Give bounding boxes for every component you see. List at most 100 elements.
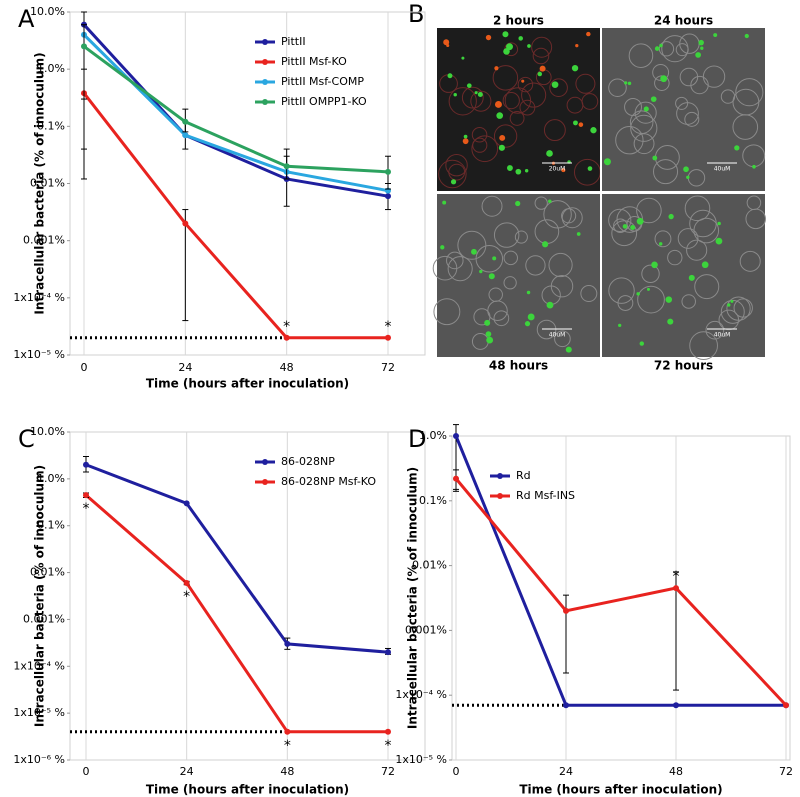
- bacteria: [686, 175, 690, 179]
- bacteria: [486, 336, 494, 344]
- cell: [457, 230, 487, 260]
- plot-area: [69, 11, 426, 356]
- series-line: [85, 493, 388, 734]
- point: [81, 43, 87, 50]
- y-tick-label: 1x10⁻⁴ %: [395, 688, 447, 701]
- legend-label: PittII OMPP1-KO: [281, 95, 367, 108]
- cell: [525, 255, 546, 276]
- bacteria: [636, 217, 644, 225]
- cell: [684, 111, 700, 127]
- bacteria: [651, 261, 658, 269]
- scale-bar-label: 40uM: [549, 332, 566, 339]
- x-tick-label: 0: [83, 765, 90, 778]
- cell: [514, 230, 528, 244]
- point: [673, 702, 679, 709]
- bacteria: [698, 39, 704, 46]
- cell: [448, 87, 477, 116]
- legend-marker: [262, 459, 268, 465]
- bacteria: [524, 321, 531, 327]
- bacteria: [492, 256, 497, 261]
- x-tick-label: 72: [381, 765, 395, 778]
- point: [783, 702, 789, 709]
- cell: [611, 220, 638, 247]
- cell: [532, 47, 550, 65]
- significance-marker: *: [183, 589, 190, 605]
- point: [182, 220, 189, 227]
- cell: [561, 208, 577, 224]
- image-title: 24 hours: [654, 14, 713, 28]
- cell: [445, 153, 468, 177]
- bacteria: [688, 274, 695, 281]
- cell: [447, 256, 473, 282]
- legend-label: PittII Msf-KO: [281, 55, 347, 68]
- bacteria: [443, 39, 450, 46]
- bacteria: [485, 34, 492, 41]
- legend-marker: [262, 99, 268, 105]
- scale-bar-label: 20uM: [549, 166, 566, 173]
- cell: [492, 65, 519, 91]
- point: [83, 492, 89, 499]
- bacteria: [442, 200, 447, 205]
- cell: [677, 228, 699, 249]
- bacteria: [652, 155, 658, 161]
- legend-marker: [497, 473, 503, 479]
- x-tick-label: 72: [779, 765, 793, 778]
- bacteria: [537, 71, 543, 77]
- cell: [471, 127, 488, 143]
- significance-marker: *: [673, 569, 680, 585]
- cell: [702, 65, 726, 88]
- legend-label: PittII Msf-COMP: [281, 75, 364, 88]
- bacteria: [498, 144, 505, 151]
- cell: [580, 285, 598, 303]
- y-tick-label: 10.0%: [30, 425, 65, 438]
- point: [385, 649, 391, 656]
- cell: [493, 310, 510, 327]
- bacteria: [539, 65, 546, 72]
- x-axis-title: Time (hours after inoculation): [146, 783, 349, 797]
- bacteria: [646, 287, 650, 291]
- x-axis-title: Time (hours after inoculation): [519, 783, 722, 797]
- bacteria: [730, 299, 734, 303]
- bacteria: [643, 106, 649, 112]
- significance-marker: *: [283, 319, 290, 335]
- y-tick-label: 0.001%: [23, 234, 65, 247]
- cell: [628, 43, 654, 68]
- cell: [433, 298, 461, 326]
- bacteria: [479, 269, 483, 274]
- point: [563, 702, 569, 709]
- bacteria: [485, 331, 492, 337]
- point: [563, 607, 569, 614]
- x-tick-label: 48: [280, 765, 294, 778]
- bacteria: [586, 31, 591, 37]
- significance-marker: *: [385, 319, 392, 335]
- cell: [438, 159, 467, 189]
- bacteria: [587, 166, 593, 171]
- y-tick-label: 1x10⁻⁴ %: [13, 291, 65, 304]
- bacteria: [701, 261, 709, 269]
- bacteria: [496, 112, 504, 119]
- significance-marker: *: [385, 738, 392, 754]
- cell: [690, 75, 709, 95]
- cell: [473, 308, 491, 326]
- bacteria: [447, 73, 453, 79]
- legend-label: Rd Msf-INS: [516, 489, 575, 502]
- bacteria: [565, 346, 572, 353]
- point: [183, 579, 190, 586]
- y-tick-label: 0.1%: [419, 494, 447, 507]
- cell: [503, 250, 518, 266]
- bacteria: [624, 81, 628, 85]
- bacteria: [506, 165, 513, 171]
- bacteria: [667, 318, 674, 325]
- bacteria: [695, 52, 701, 58]
- cell: [608, 78, 627, 97]
- cell: [509, 111, 525, 126]
- point: [182, 118, 189, 125]
- bacteria: [571, 65, 579, 72]
- y-tick-label: 0.01%: [30, 566, 65, 579]
- panel-label: B: [408, 0, 424, 28]
- bacteria: [488, 273, 495, 280]
- x-tick-label: 48: [669, 765, 683, 778]
- bacteria: [668, 213, 674, 220]
- x-tick-label: 24: [178, 361, 192, 374]
- bacteria: [575, 44, 579, 48]
